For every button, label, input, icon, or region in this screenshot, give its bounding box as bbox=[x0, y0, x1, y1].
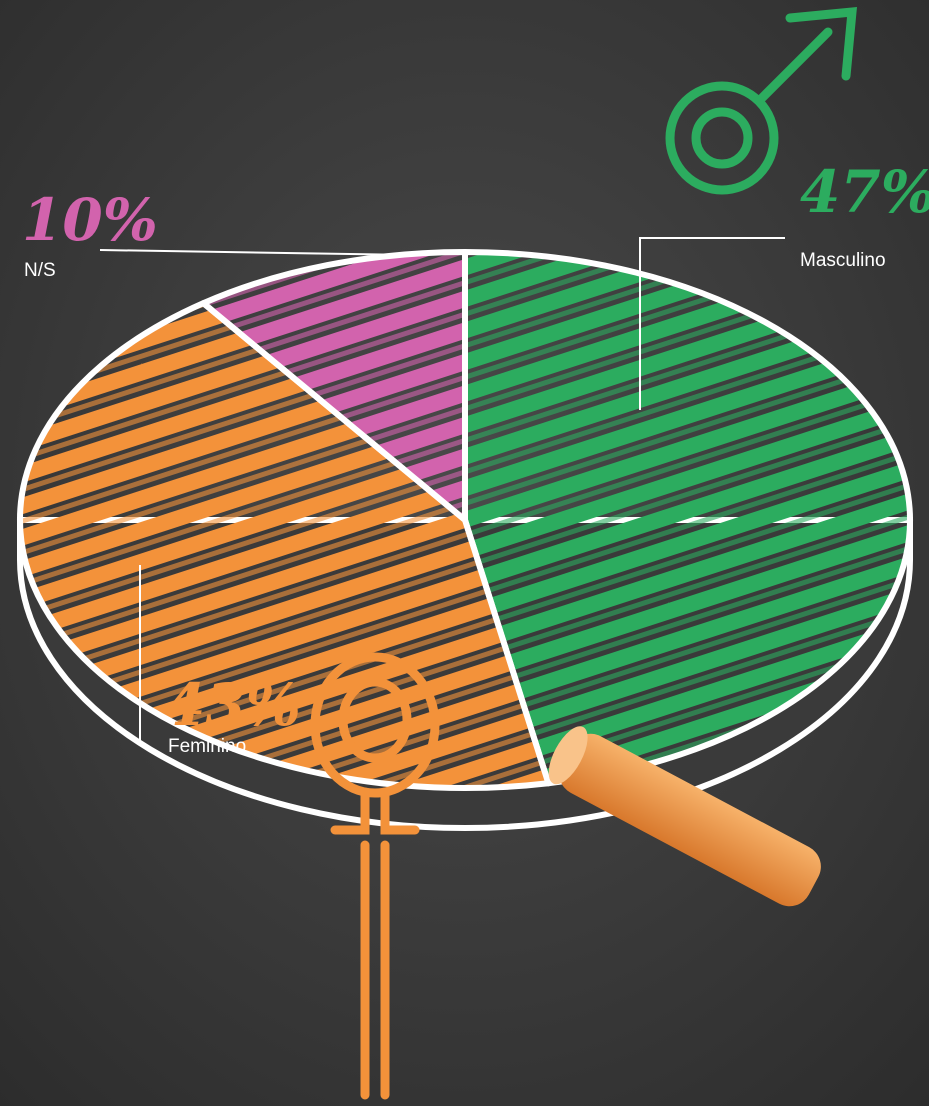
pie bbox=[17, 249, 913, 831]
value-label: 47% bbox=[800, 158, 929, 226]
category-label: N/S bbox=[24, 260, 56, 281]
category-label: Feminino bbox=[168, 736, 246, 757]
pie-slice bbox=[17, 300, 552, 791]
labels: 47% Masculino 43%Feminino 10% N/S bbox=[22, 158, 929, 757]
category-label: Masculino bbox=[800, 250, 886, 271]
pie-slice bbox=[462, 249, 913, 787]
female-symbol bbox=[310, 652, 440, 1100]
male-symbol bbox=[665, 6, 857, 195]
value-label: 43% bbox=[165, 671, 301, 739]
leader-line bbox=[99, 249, 411, 256]
pie-slice bbox=[200, 249, 468, 523]
chalk-stick bbox=[548, 726, 821, 907]
value-label: 10% bbox=[22, 186, 158, 254]
leader-line bbox=[639, 237, 785, 410]
